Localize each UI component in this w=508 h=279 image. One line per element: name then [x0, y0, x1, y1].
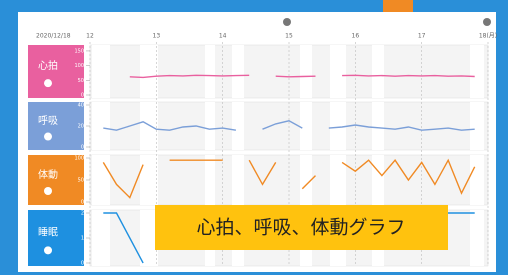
x-tick-label: 15	[285, 33, 293, 40]
x-tick-label: 18(月)	[479, 33, 497, 40]
stripe	[140, 155, 158, 205]
panel-label: 睡眠	[38, 225, 58, 238]
stripe	[470, 155, 484, 205]
stripe	[330, 45, 346, 98]
panel-icon	[44, 133, 52, 141]
y-tick-label: 2	[81, 211, 84, 217]
y-tick-label: 40	[78, 103, 84, 109]
stripe	[140, 45, 158, 98]
panel-label: 呼吸	[38, 115, 58, 127]
stripe	[372, 155, 384, 205]
y-tick-label: 0	[81, 145, 84, 151]
panel-icon	[44, 79, 52, 87]
stripe	[300, 102, 312, 150]
y-tick-label: 0	[81, 261, 84, 267]
screen: 2020/12/18 12131415161718(月)心拍050100150呼…	[0, 0, 508, 275]
y-tick-label: 0	[81, 200, 84, 206]
panel-label: 体動	[38, 168, 58, 181]
page: 2020/12/18 12131415161718(月)心拍050100150呼…	[0, 0, 508, 275]
stripe	[205, 45, 215, 98]
stripe	[92, 210, 110, 266]
stripe	[140, 102, 158, 150]
y-tick-label: 50	[78, 78, 84, 84]
stripe	[205, 155, 215, 205]
x-tick-label: 14	[219, 33, 227, 40]
stripe	[470, 45, 484, 98]
caption: 心拍、呼吸、体動グラフ	[196, 217, 405, 239]
stripe	[92, 155, 110, 205]
y-tick-label: 50	[78, 178, 84, 184]
stripe	[470, 102, 484, 150]
x-tick-label: 16	[352, 33, 360, 40]
stripe	[232, 155, 244, 205]
y-tick-label: 100	[74, 63, 84, 69]
x-tick-label: 17	[418, 33, 426, 40]
panel-icon	[44, 187, 52, 195]
settings-icon[interactable]	[483, 18, 491, 26]
stripe	[92, 102, 110, 150]
panel-icon	[44, 246, 52, 254]
y-tick-label: 20	[78, 124, 84, 130]
x-tick-label: 13	[153, 33, 161, 40]
stripe	[300, 45, 312, 98]
stripe	[330, 155, 346, 205]
stripe	[205, 102, 215, 150]
stripe	[372, 45, 384, 98]
x-tick-label: 12	[86, 33, 94, 40]
stripe	[232, 45, 244, 98]
stripe	[330, 102, 346, 150]
stripe	[372, 102, 384, 150]
stripe	[92, 45, 110, 98]
stripe	[232, 102, 244, 150]
y-tick-label: 100	[74, 156, 84, 162]
y-tick-label: 150	[74, 48, 84, 54]
y-tick-label: 0	[81, 93, 84, 99]
panel-label: 心拍	[38, 59, 58, 72]
y-tick-label: 1	[81, 236, 84, 242]
tab	[383, 0, 413, 12]
stripe	[470, 210, 484, 266]
date: 2020/12/18	[36, 33, 71, 40]
settings-icon[interactable]	[283, 18, 291, 26]
